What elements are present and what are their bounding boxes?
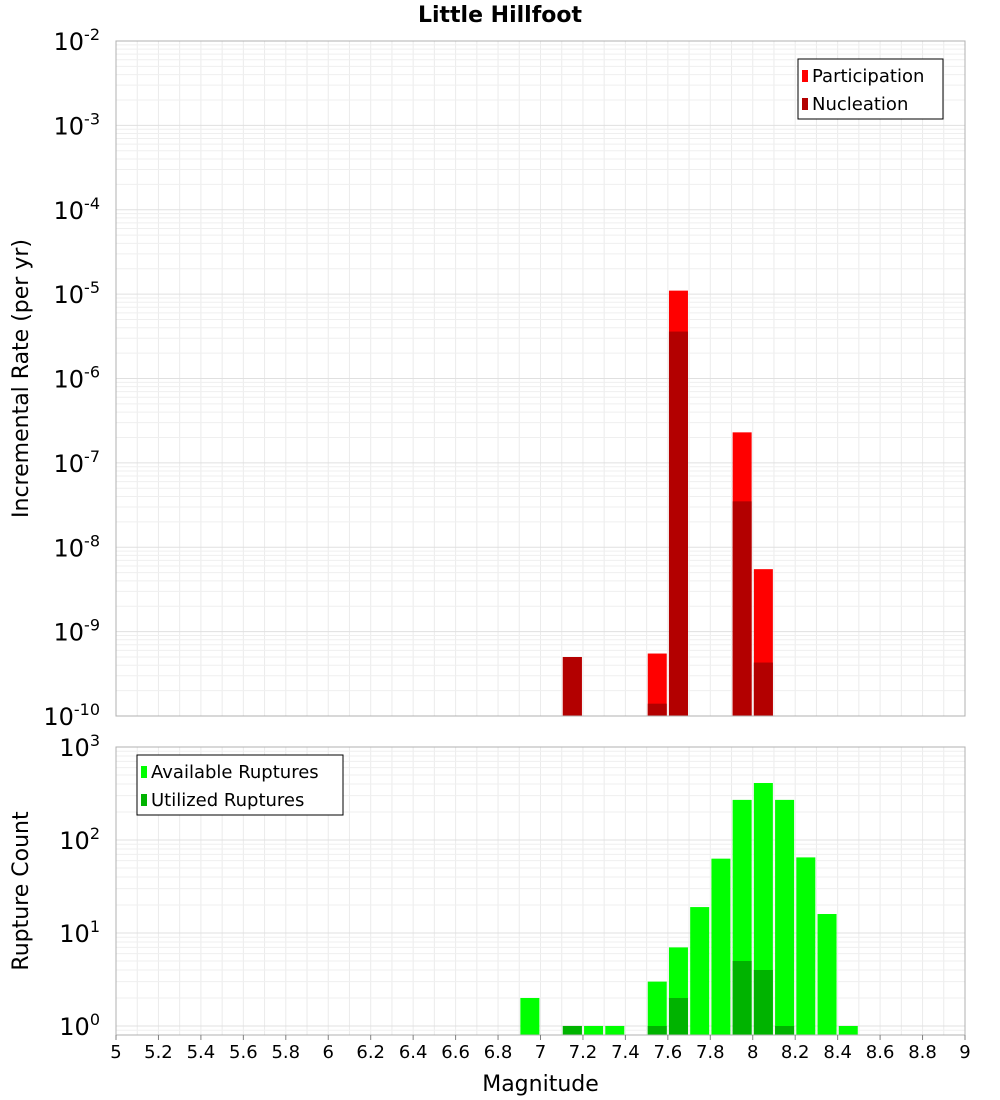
y-tick-label: 101 [59, 917, 100, 948]
y-tick-label: 10-7 [54, 447, 101, 478]
x-tick-label: 8.4 [823, 1042, 852, 1063]
x-tick-label: 7.2 [569, 1042, 598, 1063]
bar-available-ruptures [817, 914, 837, 1035]
y-tick-label: 102 [59, 824, 100, 855]
y-tick-label: 10-6 [54, 363, 101, 394]
y-tick-label: 10-3 [54, 109, 101, 140]
x-tick-label: 6.6 [441, 1042, 470, 1063]
bar-utilized-ruptures [647, 1025, 667, 1035]
legend-label: Utilized Ruptures [151, 790, 304, 811]
x-tick-label: 6.2 [356, 1042, 385, 1063]
x-tick-label: 7 [535, 1042, 546, 1063]
x-tick-label: 5.8 [271, 1042, 300, 1063]
y-tick-label: 10-5 [54, 278, 101, 309]
x-tick-label: 5 [110, 1042, 121, 1063]
legend-swatch [141, 766, 147, 778]
bar-utilized-ruptures [562, 1025, 582, 1035]
y-tick-label: 10-8 [54, 531, 101, 562]
legend-swatch [802, 98, 808, 110]
bar-available-ruptures [838, 1025, 858, 1035]
legend-box [136, 754, 344, 816]
plot-panel-1: 10-10 10-9 10-8 10-7 10-6 10-5 10-4 10-3 10-2 Inc… [9, 25, 966, 731]
bar-nucleation [647, 703, 667, 716]
bar-utilized-ruptures [775, 1025, 795, 1035]
bar-available-ruptures [605, 1025, 625, 1035]
x-tick-label: 6.8 [484, 1042, 513, 1063]
x-tick-label: 5.2 [144, 1042, 173, 1063]
y-tick-label: 10-2 [54, 25, 101, 56]
x-tick-label: 7.8 [696, 1042, 725, 1063]
legend-swatch [802, 70, 808, 82]
y-axis-label: Incremental Rate (per yr) [9, 239, 34, 518]
chart-title: Little Hillfoot [418, 3, 583, 28]
x-tick-label: 8.6 [866, 1042, 895, 1063]
legend: Participation Nucleation [797, 58, 944, 120]
x-tick-label: 5.6 [229, 1042, 258, 1063]
bar-available-ruptures [775, 799, 795, 1035]
x-tick-label: 8.2 [781, 1042, 810, 1063]
x-tick-label: 9 [959, 1042, 970, 1063]
plot-panel-2: 100 101 102 103 Rupture Count 5 5.2 5.4 5.6 5.8 6 6… [9, 731, 971, 1097]
bar-nucleation [668, 331, 688, 716]
bar-available-ruptures [647, 981, 667, 1035]
bar-available-ruptures [520, 997, 540, 1035]
legend-label: Participation [812, 66, 924, 87]
x-tick-label: 6 [323, 1042, 334, 1063]
bar-available-ruptures [796, 857, 816, 1035]
legend: Available Ruptures Utilized Ruptures [136, 754, 344, 816]
bar-utilized-ruptures [753, 969, 773, 1035]
x-tick-label: 7.4 [611, 1042, 640, 1063]
legend-label: Nucleation [812, 94, 908, 115]
bar-available-ruptures [584, 1025, 604, 1035]
bar-available-ruptures [690, 907, 710, 1035]
legend-swatch [141, 794, 147, 806]
x-tick-label: 6.4 [399, 1042, 428, 1063]
y-tick-label: 10-4 [54, 194, 101, 225]
legend-label: Available Ruptures [151, 762, 319, 783]
x-tick-label: 8.8 [908, 1042, 937, 1063]
bar-participation [647, 653, 667, 716]
y-tick-label: 10-10 [43, 700, 100, 731]
y-axis-label: Rupture Count [9, 811, 34, 971]
bar-available-ruptures [711, 858, 731, 1035]
x-tick-label: 8 [747, 1042, 758, 1063]
bar-nucleation [562, 657, 582, 716]
y-tick-label: 103 [59, 731, 100, 762]
bar-nucleation [732, 501, 752, 716]
y-tick-label: 10-9 [54, 616, 101, 647]
y-tick-label: 100 [59, 1010, 100, 1041]
plot-frame [115, 40, 966, 717]
bar-utilized-ruptures [668, 997, 688, 1035]
bar-nucleation [753, 662, 773, 716]
bar-utilized-ruptures [732, 960, 752, 1035]
x-tick-label: 7.6 [654, 1042, 683, 1063]
x-tick-label: 5.4 [187, 1042, 216, 1063]
legend-box [797, 58, 944, 120]
x-axis-label: Magnitude [482, 1072, 599, 1097]
